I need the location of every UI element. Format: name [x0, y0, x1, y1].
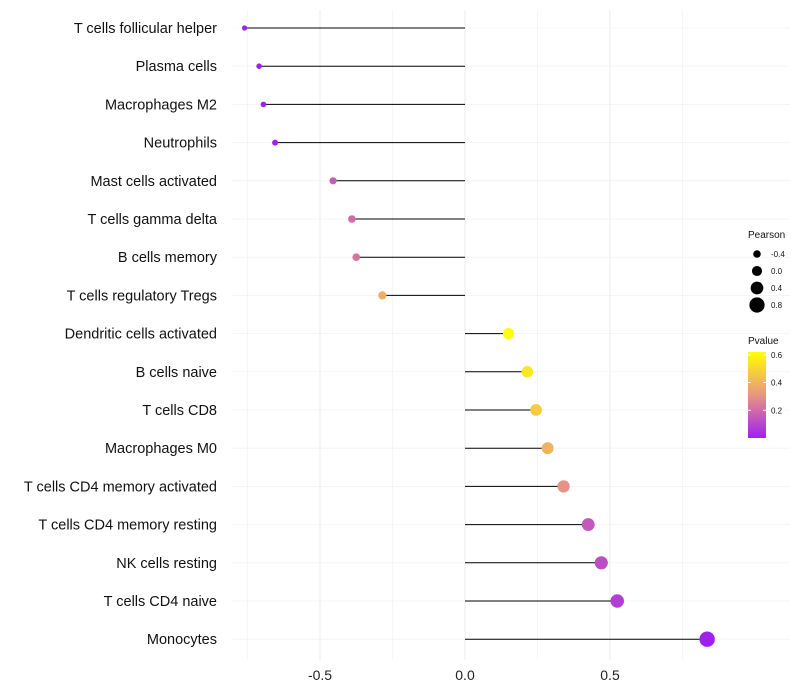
category-label: T cells gamma delta — [88, 212, 218, 228]
color-legend-label: 0.6 — [771, 351, 783, 360]
lollipop-point — [557, 480, 570, 493]
color-legend-title: Pvalue — [748, 336, 779, 347]
lollipop-point — [272, 139, 279, 146]
lollipop-point — [329, 177, 337, 185]
lollipop-point — [348, 215, 356, 223]
size-legend-label: 0.0 — [771, 267, 783, 276]
category-label: T cells follicular helper — [74, 21, 217, 37]
category-labels: T cells follicular helper Plasma cells Mac… — [24, 21, 218, 648]
size-legend-label: -0.4 — [771, 250, 785, 259]
lollipop-point — [521, 366, 534, 378]
lollipop-point — [502, 328, 515, 340]
lollipop-point — [610, 594, 624, 608]
size-legend-dot — [753, 250, 761, 258]
category-label: NK cells resting — [116, 556, 217, 572]
category-label: T cells CD8 — [142, 403, 217, 419]
category-label: Macrophages M0 — [105, 441, 217, 457]
x-tick-label: 0.0 — [455, 667, 475, 683]
lollipop-point — [256, 63, 262, 69]
lollipop-point — [241, 25, 248, 31]
color-legend-label: 0.2 — [771, 406, 783, 415]
color-legend-ticks: 0.2 0.4 0.6 — [748, 351, 783, 415]
category-label: T cells regulatory Tregs — [67, 288, 217, 304]
lollipop-point — [352, 253, 361, 262]
lollipop-point — [581, 518, 595, 532]
size-legend-title: Pearson — [748, 230, 785, 241]
lollipop-point — [594, 556, 608, 570]
category-label: Neutrophils — [144, 136, 217, 152]
lollipop-series — [241, 25, 715, 647]
size-legend-dot — [751, 265, 763, 277]
size-legend-label: 0.8 — [771, 301, 783, 310]
legend: Pearson -0.4 0.0 0.4 0.8 Pvalue 0.2 0.4 0.6 — [748, 230, 785, 438]
category-label: B cells memory — [118, 250, 218, 266]
lollipop-point — [541, 442, 554, 455]
lollipop-point — [260, 101, 267, 108]
size-legend-label: 0.4 — [771, 284, 783, 293]
size-legend-keys: -0.4 0.0 0.4 0.8 — [749, 250, 785, 313]
color-legend-bar — [748, 352, 766, 438]
lollipop-point — [699, 631, 715, 647]
size-legend-dot — [750, 281, 764, 295]
category-label: B cells naive — [136, 365, 217, 381]
x-tick-label: 0.5 — [600, 667, 620, 683]
category-label: Dendritic cells activated — [65, 327, 217, 343]
category-label: Mast cells activated — [90, 174, 217, 190]
x-tick-label: -0.5 — [308, 667, 332, 683]
category-label: T cells CD4 memory activated — [24, 479, 217, 495]
x-axis-ticks: -0.5 0.0 0.5 — [308, 667, 620, 683]
category-label: Plasma cells — [136, 59, 217, 75]
color-legend-label: 0.4 — [771, 379, 783, 388]
category-label: Monocytes — [147, 632, 217, 648]
category-label: Macrophages M2 — [105, 97, 217, 113]
category-label: T cells CD4 naive — [104, 594, 217, 610]
lollipop-point — [530, 404, 542, 416]
category-label: T cells CD4 memory resting — [38, 518, 217, 534]
lollipop-point — [378, 291, 387, 300]
size-legend-dot — [749, 297, 765, 313]
